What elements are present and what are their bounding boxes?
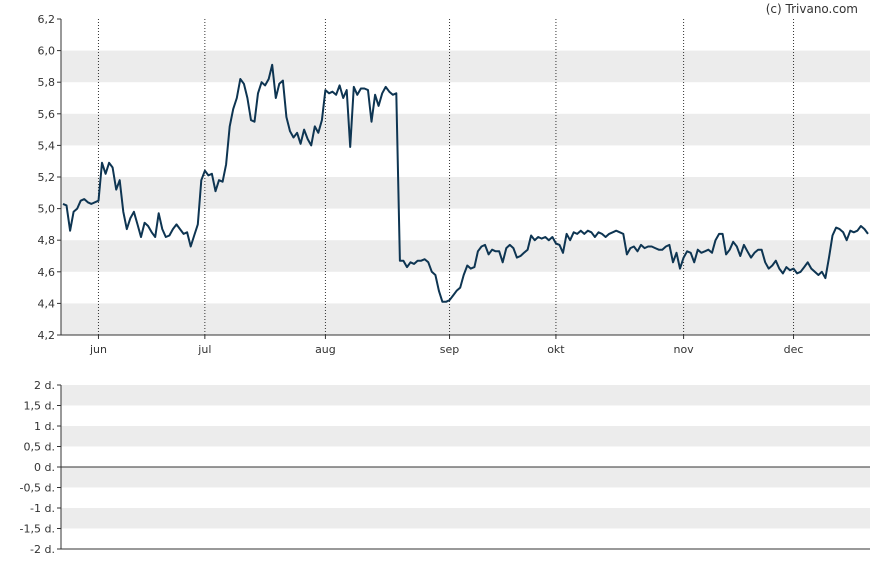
y-tick-label: 2 d. xyxy=(34,379,55,392)
y-tick-label: 1 d. xyxy=(34,420,55,433)
x-tick-label: nov xyxy=(673,343,694,356)
y-tick-label: 4,8 xyxy=(38,234,56,247)
y-tick-label: -0,5 d. xyxy=(20,482,55,495)
grid-band xyxy=(61,240,870,272)
x-tick-label: dec xyxy=(784,343,804,356)
y-tick-label: -1 d. xyxy=(30,502,55,515)
grid-band xyxy=(61,426,870,447)
y-tick-label: -2 d. xyxy=(30,543,55,556)
x-tick-label: aug xyxy=(315,343,336,356)
x-tick-label: jun xyxy=(89,343,107,356)
y-tick-label: 6,2 xyxy=(38,13,56,26)
y-tick-label: 4,4 xyxy=(38,297,56,310)
y-tick-label: 4,2 xyxy=(38,329,56,342)
grid-band xyxy=(61,303,870,335)
y-tick-label: -1,5 d. xyxy=(20,523,55,536)
x-tick-label: jul xyxy=(197,343,211,356)
y-tick-label: 5,0 xyxy=(38,203,56,216)
grid-band xyxy=(61,508,870,529)
y-tick-label: 4,6 xyxy=(38,266,56,279)
y-tick-label: 5,8 xyxy=(38,76,56,89)
grid-band xyxy=(61,113,870,146)
grid-band xyxy=(61,50,870,83)
y-tick-label: 1,5 d. xyxy=(24,400,55,413)
y-tick-label: 5,6 xyxy=(38,108,56,121)
y-tick-label: 0 d. xyxy=(34,461,55,474)
y-tick-label: 5,4 xyxy=(38,139,56,152)
price-chart-panel: 4,2 4,4 4,6 4,8 5,0 5,2 5,4 5,6 5,8 6,0 6,2 jun jul a… xyxy=(38,13,870,356)
x-tick-label: okt xyxy=(547,343,565,356)
price-series-line xyxy=(62,63,869,303)
copyright-label: (c) Trivano.com xyxy=(766,2,858,16)
grid-band xyxy=(61,467,870,488)
y-tick-label: 0,5 d. xyxy=(24,441,55,454)
grid-band xyxy=(61,385,870,406)
y-tick-label: 5,2 xyxy=(38,171,56,184)
indicator-chart-panel: 2 d. 1,5 d. 1 d. 0,5 d. 0 d. -0,5 d. -1 d. -1,5… xyxy=(20,379,870,556)
y-tick-label: 6,0 xyxy=(38,45,56,58)
grid-band xyxy=(61,177,870,209)
x-tick-label: sep xyxy=(440,343,459,356)
